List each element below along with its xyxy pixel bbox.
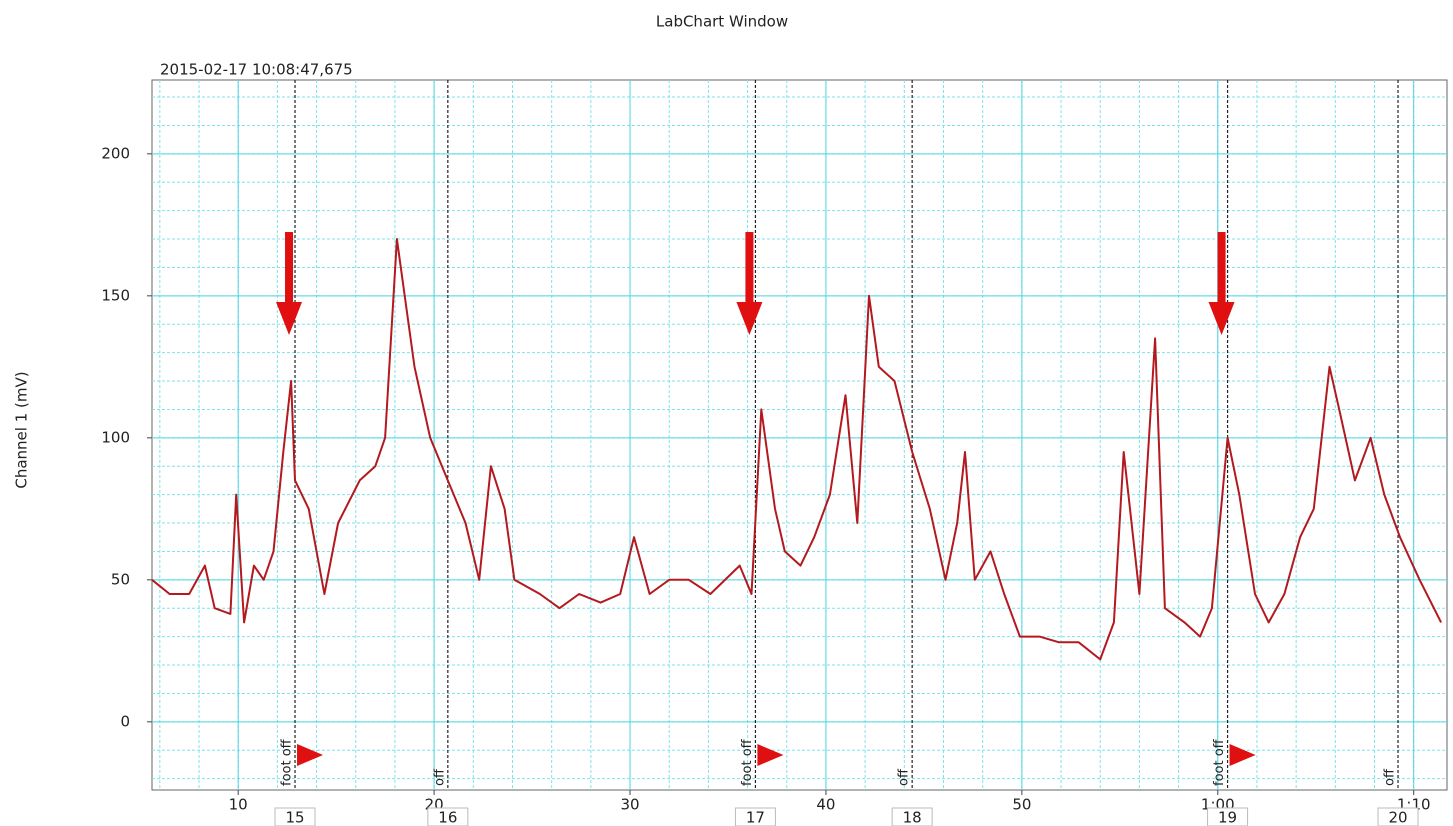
arrow-head bbox=[276, 302, 303, 335]
event-number-box bbox=[891, 807, 933, 826]
x-tick-label: 30 bbox=[620, 796, 639, 814]
event-number-box bbox=[427, 807, 469, 826]
event-number: 19 bbox=[1218, 809, 1237, 826]
arrow-shaft bbox=[1217, 232, 1226, 302]
event-number: 20 bbox=[1388, 809, 1407, 826]
timestamp: 2015-02-17 10:08:47,675 bbox=[160, 61, 353, 79]
event-label: off bbox=[1383, 768, 1398, 786]
y-tick-label: 50 bbox=[111, 570, 130, 588]
x-tick-label: 40 bbox=[816, 796, 835, 814]
arrow-shaft bbox=[745, 232, 754, 302]
y-tick-label: 0 bbox=[120, 712, 130, 730]
event-number: 16 bbox=[438, 809, 457, 826]
y-tick-label: 200 bbox=[101, 144, 130, 162]
event-label: off bbox=[432, 768, 447, 786]
event-flag bbox=[1229, 744, 1256, 766]
y-axis-label: Channel 1 (mV) bbox=[13, 371, 31, 488]
event-label: foot off bbox=[1212, 738, 1227, 786]
arrow-shaft bbox=[285, 232, 294, 302]
y-tick-label: 150 bbox=[101, 286, 130, 304]
event-label: off bbox=[897, 768, 912, 786]
y-tick-label: 100 bbox=[101, 428, 130, 446]
series-line bbox=[151, 238, 1442, 661]
event-number: 15 bbox=[285, 809, 304, 826]
event-label: foot off bbox=[280, 738, 295, 786]
chart-title: LabChart Window bbox=[656, 13, 788, 31]
event-number-box bbox=[734, 807, 776, 826]
arrow-head bbox=[1208, 302, 1235, 335]
event-number-box bbox=[1377, 807, 1419, 826]
event-number: 17 bbox=[746, 809, 765, 826]
event-number-box bbox=[1207, 807, 1249, 826]
x-tick-label: 10 bbox=[229, 796, 248, 814]
event-number-box bbox=[274, 807, 316, 826]
event-label: foot off bbox=[740, 738, 755, 786]
event-flag bbox=[297, 744, 324, 766]
x-tick-label: 50 bbox=[1012, 796, 1031, 814]
event-flag bbox=[757, 744, 784, 766]
event-number: 18 bbox=[903, 809, 922, 826]
arrow-head bbox=[736, 302, 763, 335]
plot-area bbox=[151, 79, 1448, 791]
